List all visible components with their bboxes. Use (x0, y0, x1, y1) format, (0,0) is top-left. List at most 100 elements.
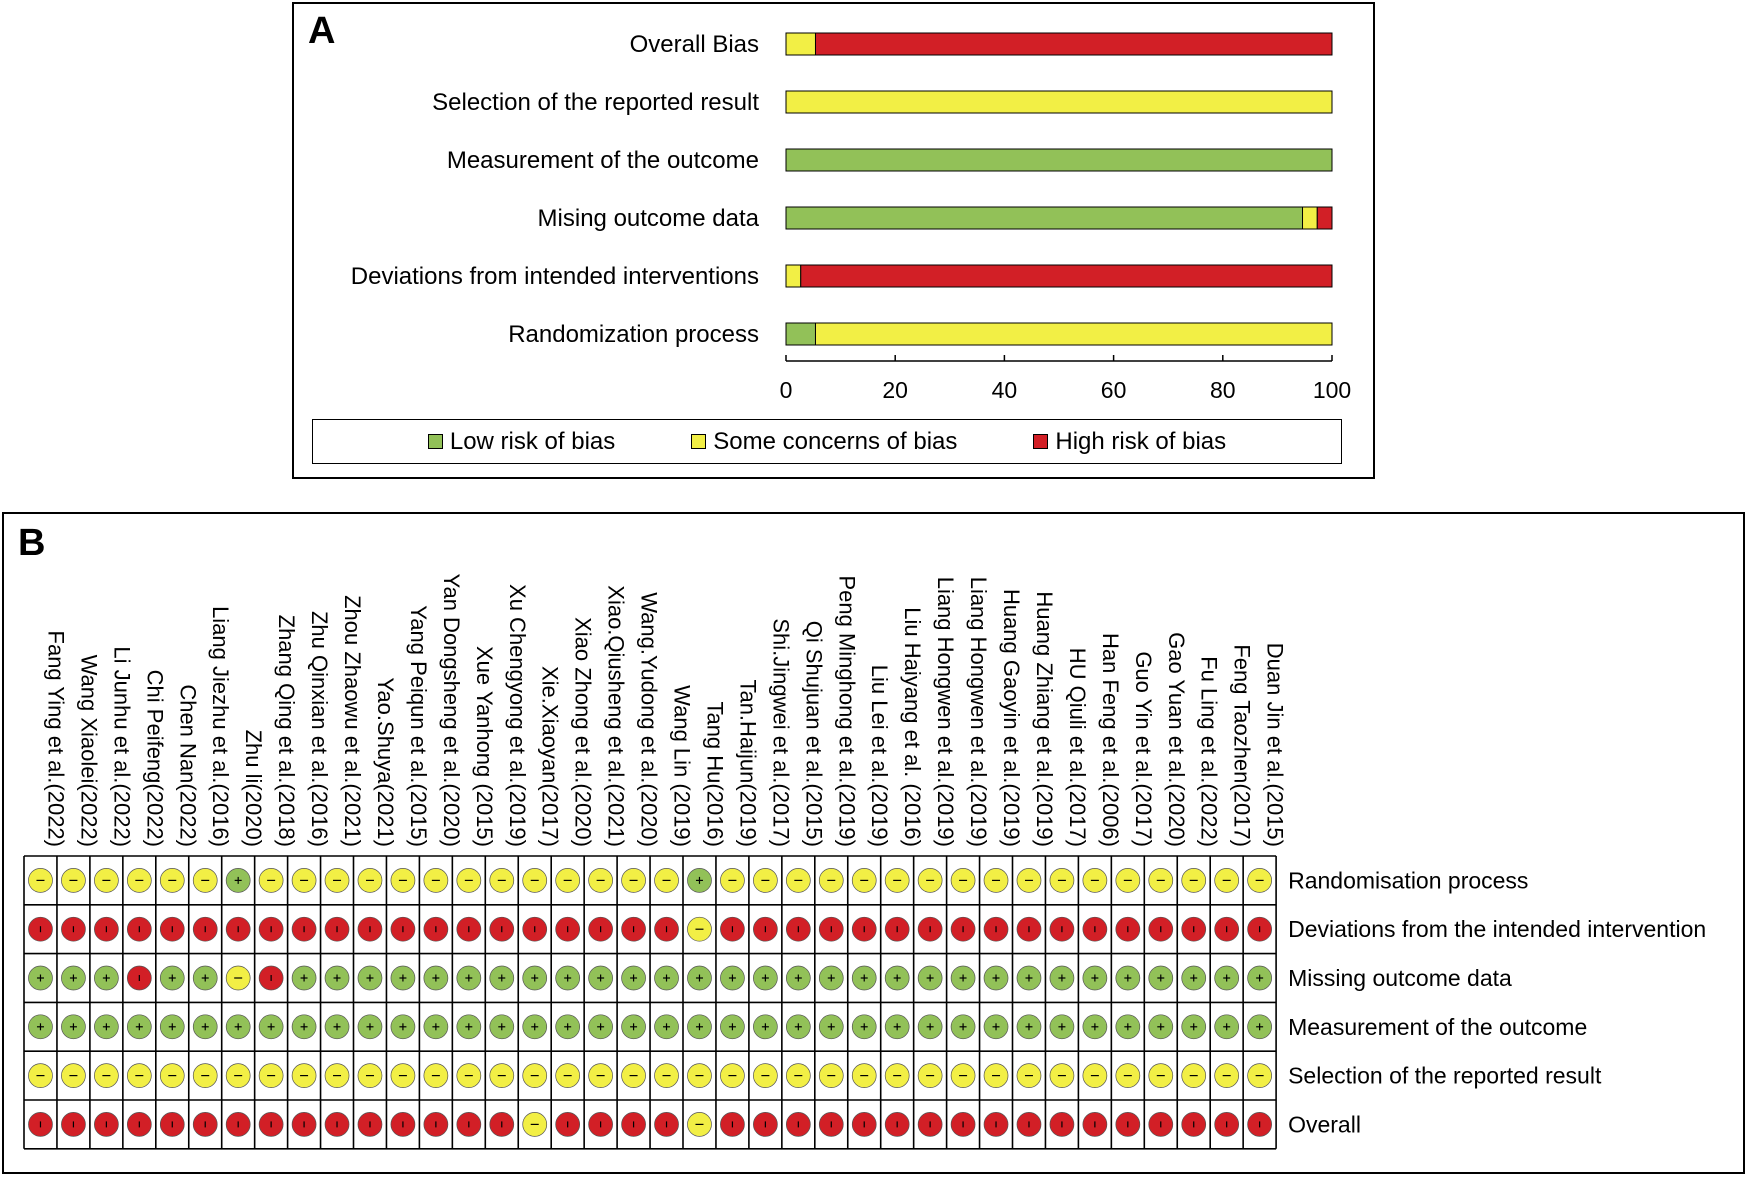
judgement-high: - (588, 1112, 613, 1137)
judgement-some: – (28, 1063, 53, 1088)
study-label: Zhu li(2020) (241, 730, 266, 847)
judgement-low: + (851, 1014, 877, 1040)
judgement-high: - (291, 916, 317, 942)
judgement-low: + (983, 965, 1009, 991)
study-label: Xue Yanhong (2015) (472, 646, 497, 847)
study-label: Liang Hongwen et al.(2019) (933, 577, 958, 847)
judgement-some: – (456, 1063, 482, 1088)
study-label: Liang Hongwen et al.(2019) (966, 577, 991, 847)
judgement-high: - (1082, 1112, 1108, 1137)
judgement-low: + (1214, 1014, 1240, 1040)
judgement-low: + (423, 1014, 449, 1040)
judgement-high: - (555, 916, 581, 942)
judgement-low: + (1148, 965, 1174, 991)
bar-segment-high (814, 32, 1333, 56)
judgement-some: – (1115, 1063, 1141, 1088)
judgement-high: - (489, 1112, 515, 1137)
judgement-high: - (983, 916, 1009, 942)
judgement-low: + (621, 965, 646, 991)
judgement-some: – (522, 1112, 548, 1137)
judgement-low: + (950, 1014, 976, 1040)
judgement-low: + (555, 965, 581, 991)
judgement-low: + (159, 965, 185, 991)
judgement-some: – (1115, 868, 1141, 893)
judgement-some: – (61, 1063, 86, 1088)
risk-of-bias-traffic-light-grid: Fang Ying et al.(2022) Wang Xiaolei(2022)… (23, 573, 1706, 1150)
bar-segment-high (800, 264, 1333, 288)
chart-legend: Low risk of bias Some concerns of bias H… (312, 419, 1342, 464)
judgement-low: + (1148, 1014, 1174, 1040)
judgement-low: + (489, 1014, 515, 1040)
legend-label-low: Low risk of bias (449, 427, 616, 455)
judgement-high: - (225, 1112, 251, 1137)
judgement-low: + (390, 1014, 416, 1040)
judgement-some: – (1082, 868, 1108, 893)
judgement-low: + (522, 965, 548, 991)
judgement-some: – (192, 868, 218, 893)
study-label: Feng Taozhen(2017) (1230, 644, 1255, 847)
study-label: Chen Nan(2022) (175, 684, 200, 847)
judgement-some: – (357, 868, 383, 893)
study-label: Huang Zhiang et al.(2019) (1032, 591, 1057, 847)
judgement-high: - (851, 1112, 877, 1137)
judgement-some: – (753, 868, 778, 893)
study-label: Zhou Zhaowu et al.(2021) (340, 595, 365, 847)
judgement-low: + (1016, 965, 1042, 991)
judgement-high: - (1181, 1112, 1207, 1137)
study-label: Han Feng et al.(2006) (1098, 633, 1123, 847)
judgement-some: – (917, 1063, 943, 1088)
judgement-some: – (489, 1063, 515, 1088)
judgement-some: – (225, 965, 251, 991)
judgement-low: + (687, 868, 712, 893)
judgement-high: - (192, 916, 218, 942)
judgement-low: + (324, 965, 350, 991)
study-label: Xie.Xiaoyan(2017) (538, 666, 563, 847)
legend-swatch-low (427, 434, 443, 449)
judgement-low: + (94, 965, 119, 991)
judgement-low: + (28, 1014, 53, 1040)
study-label: Guo Yin et al.(2017) (1131, 651, 1156, 847)
judgement-low: + (950, 965, 976, 991)
judgement-some: – (818, 868, 844, 893)
judgement-low: + (654, 965, 679, 991)
judgement-high: - (1115, 916, 1141, 942)
panel-a: A Overall Bias Selection of the reported … (292, 2, 1375, 479)
judgement-low: + (61, 965, 86, 991)
judgement-some: – (1181, 1063, 1207, 1088)
judgement-high: - (390, 916, 416, 942)
judgement-low: + (1181, 1014, 1207, 1040)
judgement-some: – (818, 1063, 844, 1088)
judgement-low: + (1082, 965, 1108, 991)
judgement-high: - (1049, 916, 1075, 942)
bar-segment-some (785, 32, 816, 56)
judgement-high: - (94, 916, 119, 942)
study-label: Liu Haiyang et al. (2016) (900, 607, 925, 847)
judgement-low: + (720, 1014, 745, 1040)
judgement-low: + (1016, 1014, 1042, 1040)
judgement-low: + (555, 1014, 581, 1040)
study-label: Li Junhu et al.(2022) (109, 646, 134, 847)
judgement-some: – (851, 868, 877, 893)
judgement-high: - (654, 1112, 679, 1137)
judgement-some: – (950, 1063, 976, 1088)
judgement-high: - (159, 1112, 185, 1137)
judgement-some: – (983, 868, 1009, 893)
judgement-low: + (225, 868, 251, 893)
judgement-high: - (884, 1112, 910, 1137)
judgement-high: - (489, 916, 515, 942)
judgement-high: - (621, 1112, 646, 1137)
judgement-some: – (159, 868, 185, 893)
judgement-some: – (489, 868, 515, 893)
judgement-low: + (126, 1014, 152, 1040)
judgement-some: – (522, 868, 548, 893)
judgement-high: - (654, 916, 679, 942)
judgement-some: – (687, 916, 712, 942)
judgement-low: + (1214, 965, 1240, 991)
judgement-some: – (1049, 1063, 1075, 1088)
judgement-some: – (555, 868, 581, 893)
judgement-high: - (126, 916, 152, 942)
judgement-low: + (291, 1014, 317, 1040)
judgement-some: – (258, 1063, 284, 1088)
legend-swatch-high (1033, 434, 1049, 449)
study-label: Chi Peifeng(2022) (142, 670, 167, 847)
